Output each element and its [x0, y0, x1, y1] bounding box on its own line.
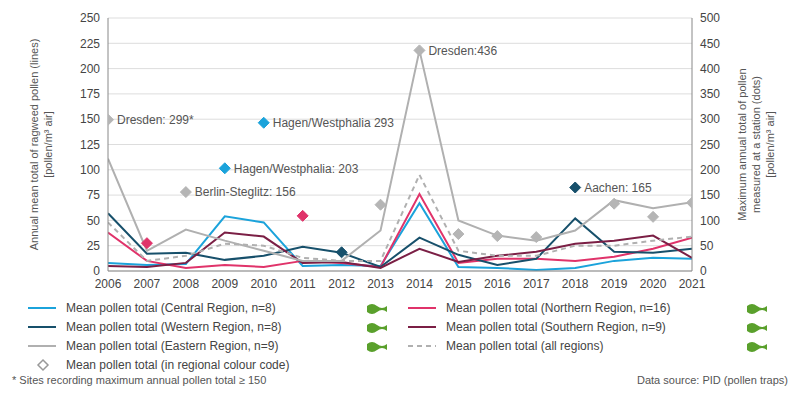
svg-text:250: 250 [700, 138, 720, 152]
svg-text:2021: 2021 [679, 277, 706, 291]
svg-text:2020: 2020 [640, 277, 667, 291]
svg-text:125: 125 [80, 138, 100, 152]
svg-text:2018: 2018 [562, 277, 589, 291]
svg-text:400: 400 [700, 62, 720, 76]
svg-text:175: 175 [80, 87, 100, 101]
svg-text:2013: 2013 [367, 277, 394, 291]
svg-text:200: 200 [80, 62, 100, 76]
svg-text:2015: 2015 [445, 277, 472, 291]
html-text:Mean pollen total (in regional: Mean pollen total (in regional colour co… [66, 358, 290, 372]
svg-text:Hagen/Westphalia 293: Hagen/Westphalia 293 [273, 116, 395, 130]
svg-text:0: 0 [700, 264, 707, 278]
svg-text:Annual mean total of ragweed p: Annual mean total of ragweed pollen (lin… [28, 39, 40, 251]
html-text:Data source: PID (pollen traps: Data source: PID (pollen traps) [637, 374, 788, 386]
svg-text:Dresden:436: Dresden:436 [428, 44, 497, 58]
svg-text:2007: 2007 [134, 277, 161, 291]
svg-text:200: 200 [700, 163, 720, 177]
svg-text:2016: 2016 [484, 277, 511, 291]
svg-text:2008: 2008 [173, 277, 200, 291]
svg-text:50: 50 [700, 239, 714, 253]
html-text:Mean pollen total (Central Reg: Mean pollen total (Central Region, n=8) [66, 301, 276, 315]
svg-text:[pollen/m³ air]: [pollen/m³ air] [764, 111, 776, 178]
svg-text:250: 250 [80, 11, 100, 25]
html-text:Mean pollen total (Western Reg: Mean pollen total (Western Region, n=8) [66, 320, 282, 334]
html-text:Mean pollen total (all regions: Mean pollen total (all regions) [446, 339, 604, 353]
svg-text:25: 25 [87, 239, 101, 253]
svg-text:Aachen: 165: Aachen: 165 [584, 181, 652, 195]
svg-text:2011: 2011 [290, 277, 316, 291]
svg-text:450: 450 [700, 37, 720, 51]
svg-text:Hagen/Westphalia: 203: Hagen/Westphalia: 203 [234, 162, 359, 176]
svg-text:2006: 2006 [95, 277, 122, 291]
html-text:Mean pollen total (Northern Re: Mean pollen total (Northern Region, n=16… [446, 301, 671, 315]
html-text:Mean pollen total (Southern Re: Mean pollen total (Southern Region, n=9) [446, 320, 666, 334]
svg-text:Maximum annual total of pollen: Maximum annual total of pollen [736, 68, 748, 220]
svg-text:50: 50 [87, 214, 101, 228]
svg-text:300: 300 [700, 112, 720, 126]
svg-text:0: 0 [93, 264, 100, 278]
svg-text:75: 75 [87, 188, 101, 202]
svg-text:350: 350 [700, 87, 720, 101]
svg-text:2009: 2009 [211, 277, 238, 291]
html-text:Mean pollen total (Eastern Reg: Mean pollen total (Eastern Region, n=9) [66, 339, 279, 353]
svg-text:100: 100 [700, 214, 720, 228]
svg-text:measured at a station (dots): measured at a station (dots) [750, 76, 762, 213]
svg-text:Dresden: 299*: Dresden: 299* [117, 113, 194, 127]
svg-text:2012: 2012 [328, 277, 355, 291]
svg-text:500: 500 [700, 11, 720, 25]
svg-text:2014: 2014 [406, 277, 433, 291]
svg-text:2010: 2010 [250, 277, 277, 291]
svg-text:Berlin-Steglitz: 156: Berlin-Steglitz: 156 [195, 185, 296, 199]
svg-text:225: 225 [80, 37, 100, 51]
html-text:* Sites recording maximum annu: * Sites recording maximum annual pollen … [12, 374, 267, 386]
svg-text:[pollen/m³ air]: [pollen/m³ air] [42, 111, 54, 178]
svg-text:2019: 2019 [601, 277, 628, 291]
svg-text:150: 150 [80, 112, 100, 126]
svg-text:2017: 2017 [523, 277, 550, 291]
svg-text:100: 100 [80, 163, 100, 177]
svg-text:150: 150 [700, 188, 720, 202]
